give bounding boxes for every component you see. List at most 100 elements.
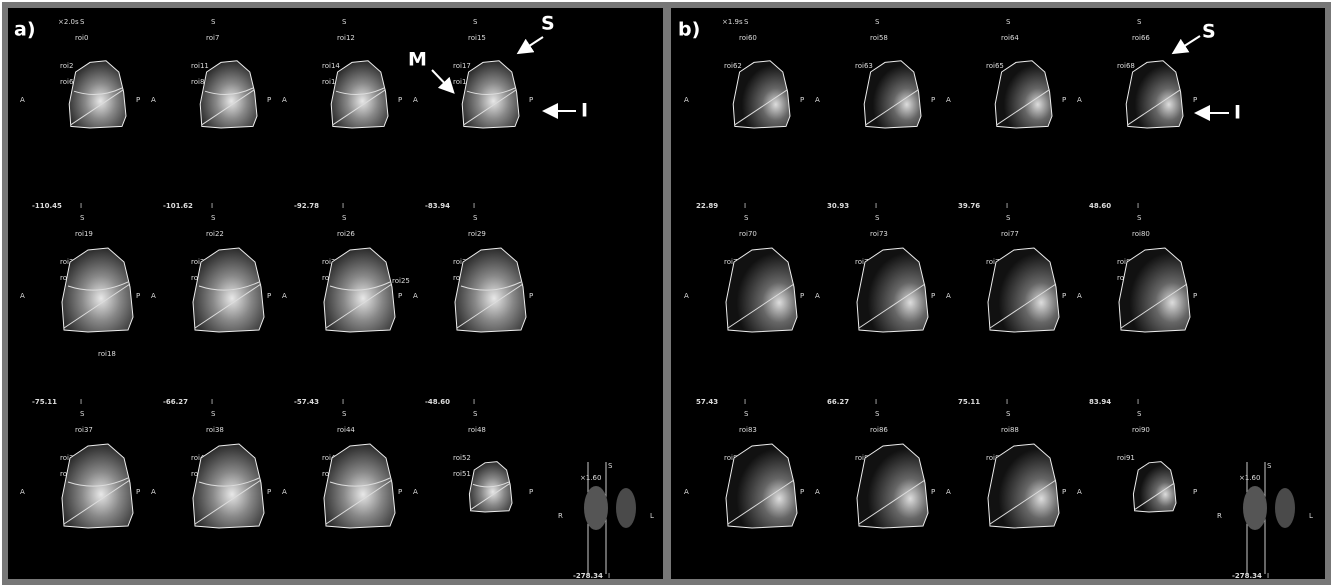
figure: a)×2.0sSroi0roi2roi6APSroi7roi11roi8APSr… [0,0,1333,585]
roi-label: roi11 [191,62,209,70]
orient-inferior: I [80,398,82,406]
zoom-label: ×1.9s [722,18,743,26]
orient-posterior: P [398,488,402,496]
coronal-lung [1275,488,1295,528]
orient-right: R [558,512,563,520]
orient-anterior: A [815,488,820,496]
orient-superior: S [1137,214,1142,222]
orient-inferior: I [875,202,877,210]
roi-label: roi80 [1132,230,1150,238]
orient-superior: S [1006,18,1011,26]
orient-superior: S [80,18,85,26]
orient-anterior: A [282,292,287,300]
slice-position: -110.45 [32,202,62,210]
roi-label: roi12 [337,34,355,42]
lung-image [988,444,1059,528]
orient-inferior: I [744,398,746,406]
orient-superior: S [342,18,347,26]
inset-position: -278.34 [1232,572,1262,580]
orient-inferior: I [875,398,877,406]
roi-label: roi22 [206,230,224,238]
lung-image [1119,248,1190,332]
orient-anterior: A [413,96,418,104]
orient-posterior: P [931,488,935,496]
orient-anterior: A [413,292,418,300]
orient-superior: S [744,18,749,26]
orient-anterior: A [684,96,689,104]
lung-image [726,248,797,332]
slice-position: -83.94 [425,202,450,210]
orient-posterior: P [931,292,935,300]
lung-image [1126,61,1183,128]
orient-superior: S [744,410,749,418]
slice-position: -75.11 [32,398,57,406]
lung-image [857,248,928,332]
orient-superior: S [80,214,85,222]
orient-right: R [1217,512,1222,520]
orient-posterior: P [529,292,533,300]
orient-inferior: I [473,398,475,406]
roi-label: roi58 [870,34,888,42]
roi-label: roi65 [986,62,1004,70]
orient-posterior: P [931,96,935,104]
annotation-inferior: I [1234,102,1241,124]
slice-position: -101.62 [163,202,193,210]
roi-label: roi2 [60,62,73,70]
orient-superior: S [608,462,613,470]
slice-position: 22.89 [696,202,718,210]
orient-superior: S [875,410,880,418]
orient-posterior: P [800,292,804,300]
orient-posterior: P [529,488,533,496]
roi-label: roi25 [392,277,410,285]
orient-superior: S [875,18,880,26]
roi-label: roi17 [453,62,471,70]
orient-inferior: I [342,398,344,406]
orient-posterior: P [1193,488,1197,496]
lung-image [995,61,1052,128]
slice-position: 39.76 [958,202,980,210]
roi-label: roi38 [206,426,224,434]
coronal-lung [1243,486,1267,530]
roi-label: roi48 [468,426,486,434]
orient-superior: S [80,410,85,418]
roi-label: roi62 [724,62,742,70]
orient-left: L [1309,512,1313,520]
orient-left: L [650,512,654,520]
roi-label: roi86 [870,426,888,434]
roi-label: roi18 [98,350,116,358]
orient-posterior: P [136,292,140,300]
orient-superior: S [875,214,880,222]
slice-position: -48.60 [425,398,450,406]
coronal-lung [616,488,636,528]
orient-inferior: I [80,202,82,210]
orient-superior: S [1006,214,1011,222]
roi-label: roi60 [739,34,757,42]
orient-anterior: A [282,96,287,104]
orient-posterior: P [1062,96,1066,104]
roi-label: roi6 [60,78,74,86]
orient-anterior: A [684,292,689,300]
slice-position: 48.60 [1089,202,1111,210]
annotation-middle: M [408,49,427,71]
orient-posterior: P [267,488,271,496]
roi-label: roi77 [1001,230,1019,238]
annotation-superior: S [541,13,555,35]
orient-superior: S [473,18,478,26]
orient-anterior: A [946,96,951,104]
orient-posterior: P [800,488,804,496]
roi-label: roi66 [1132,34,1150,42]
lung-image [857,444,928,528]
roi-label: roi7 [206,34,219,42]
panel-label: a) [14,19,36,41]
orient-inferior: I [608,572,610,580]
roi-label: roi91 [1117,454,1135,462]
orient-anterior: A [20,96,25,104]
orient-superior: S [1137,410,1142,418]
roi-label: roi63 [855,62,873,70]
orient-posterior: P [136,96,140,104]
orient-posterior: P [1193,292,1197,300]
orient-inferior: I [1006,202,1008,210]
roi-label: roi8 [191,78,204,86]
orient-superior: S [1267,462,1272,470]
orient-superior: S [473,214,478,222]
